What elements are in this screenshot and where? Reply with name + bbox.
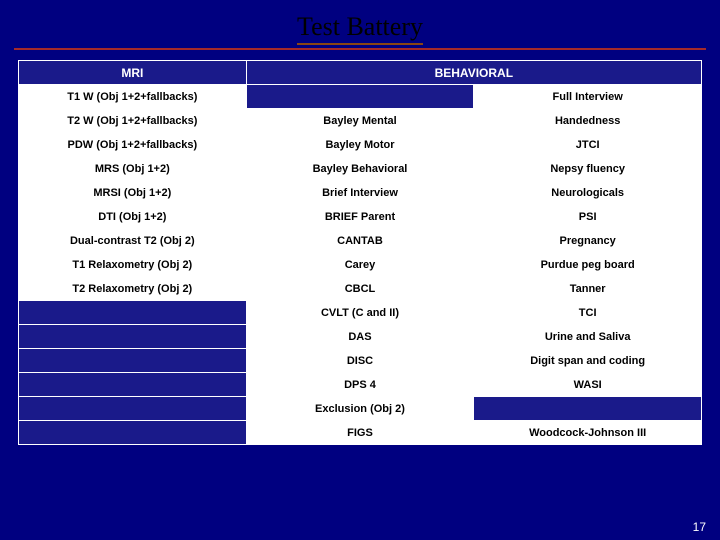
table-row: T1 W (Obj 1+2+fallbacks) Full Interview bbox=[19, 85, 702, 109]
cell-behavioral-a: DAS bbox=[246, 325, 474, 349]
cell-behavioral-a: DPS 4 bbox=[246, 373, 474, 397]
cell-mri: Dual-contrast T2 (Obj 2) bbox=[19, 229, 247, 253]
cell-behavioral-b: Urine and Saliva bbox=[474, 325, 702, 349]
cell-behavioral-b: WASI bbox=[474, 373, 702, 397]
cell-mri: T2 Relaxometry (Obj 2) bbox=[19, 277, 247, 301]
table-row: DPS 4WASI bbox=[19, 373, 702, 397]
cell-behavioral-a: Exclusion (Obj 2) bbox=[246, 397, 474, 421]
cell-mri bbox=[19, 325, 247, 349]
cell-behavioral-b: TCI bbox=[474, 301, 702, 325]
cell-mri: PDW (Obj 1+2+fallbacks) bbox=[19, 133, 247, 157]
cell-behavioral-a: CVLT (C and II) bbox=[246, 301, 474, 325]
title-divider bbox=[14, 48, 706, 50]
table-row: DASUrine and Saliva bbox=[19, 325, 702, 349]
page-number: 17 bbox=[693, 520, 706, 534]
cell-behavioral-a: Carey bbox=[246, 253, 474, 277]
cell-behavioral-b: PSI bbox=[474, 205, 702, 229]
table-row: MRSI (Obj 1+2)Brief InterviewNeurologica… bbox=[19, 181, 702, 205]
cell-mri bbox=[19, 349, 247, 373]
cell-behavioral-b: Woodcock-Johnson III bbox=[474, 421, 702, 445]
cell-behavioral-a: Bayley Motor bbox=[246, 133, 474, 157]
cell-mri bbox=[19, 373, 247, 397]
cell-behavioral-b: Nepsy fluency bbox=[474, 157, 702, 181]
cell-behavioral-a: Brief Interview bbox=[246, 181, 474, 205]
cell-mri: MRSI (Obj 1+2) bbox=[19, 181, 247, 205]
table-row: MRS (Obj 1+2)Bayley BehavioralNepsy flue… bbox=[19, 157, 702, 181]
table-row: Dual-contrast T2 (Obj 2)CANTABPregnancy bbox=[19, 229, 702, 253]
cell-mri: T1 W (Obj 1+2+fallbacks) bbox=[19, 85, 247, 109]
cell-behavioral-a: CANTAB bbox=[246, 229, 474, 253]
table-container: MRI BEHAVIORAL T1 W (Obj 1+2+fallbacks) F… bbox=[0, 60, 720, 445]
cell-behavioral-b: JTCI bbox=[474, 133, 702, 157]
cell-behavioral-a: FIGS bbox=[246, 421, 474, 445]
table-row: CVLT (C and II)TCI bbox=[19, 301, 702, 325]
cell-behavioral-b: Full Interview bbox=[474, 85, 702, 109]
cell-behavioral-b: Neurologicals bbox=[474, 181, 702, 205]
cell-behavioral-b bbox=[474, 397, 702, 421]
table-row: T2 W (Obj 1+2+fallbacks)Bayley MentalHan… bbox=[19, 109, 702, 133]
cell-behavioral-a: Bayley Mental bbox=[246, 109, 474, 133]
cell-mri: DTI (Obj 1+2) bbox=[19, 205, 247, 229]
table-row: PDW (Obj 1+2+fallbacks)Bayley MotorJTCI bbox=[19, 133, 702, 157]
table-row: Exclusion (Obj 2) bbox=[19, 397, 702, 421]
cell-mri bbox=[19, 397, 247, 421]
cell-mri bbox=[19, 301, 247, 325]
cell-behavioral-b: Purdue peg board bbox=[474, 253, 702, 277]
cell-behavioral-b: Pregnancy bbox=[474, 229, 702, 253]
cell-mri bbox=[19, 421, 247, 445]
table-row: DISCDigit span and coding bbox=[19, 349, 702, 373]
table-row: T1 Relaxometry (Obj 2)CareyPurdue peg bo… bbox=[19, 253, 702, 277]
cell-behavioral-a: CBCL bbox=[246, 277, 474, 301]
header-mri: MRI bbox=[19, 61, 247, 85]
test-battery-table: MRI BEHAVIORAL T1 W (Obj 1+2+fallbacks) F… bbox=[18, 60, 702, 445]
cell-behavioral-a: DISC bbox=[246, 349, 474, 373]
cell-mri: T2 W (Obj 1+2+fallbacks) bbox=[19, 109, 247, 133]
cell-behavioral-b: Tanner bbox=[474, 277, 702, 301]
table-row: FIGSWoodcock-Johnson III bbox=[19, 421, 702, 445]
cell-mri: MRS (Obj 1+2) bbox=[19, 157, 247, 181]
cell-behavioral-a bbox=[246, 85, 474, 109]
cell-behavioral-b: Handedness bbox=[474, 109, 702, 133]
table-row: DTI (Obj 1+2)BRIEF ParentPSI bbox=[19, 205, 702, 229]
header-behavioral: BEHAVIORAL bbox=[246, 61, 701, 85]
slide-title: Test Battery bbox=[0, 0, 720, 48]
cell-behavioral-b: Digit span and coding bbox=[474, 349, 702, 373]
cell-behavioral-a: Bayley Behavioral bbox=[246, 157, 474, 181]
cell-mri: T1 Relaxometry (Obj 2) bbox=[19, 253, 247, 277]
table-row: T2 Relaxometry (Obj 2)CBCLTanner bbox=[19, 277, 702, 301]
cell-behavioral-a: BRIEF Parent bbox=[246, 205, 474, 229]
